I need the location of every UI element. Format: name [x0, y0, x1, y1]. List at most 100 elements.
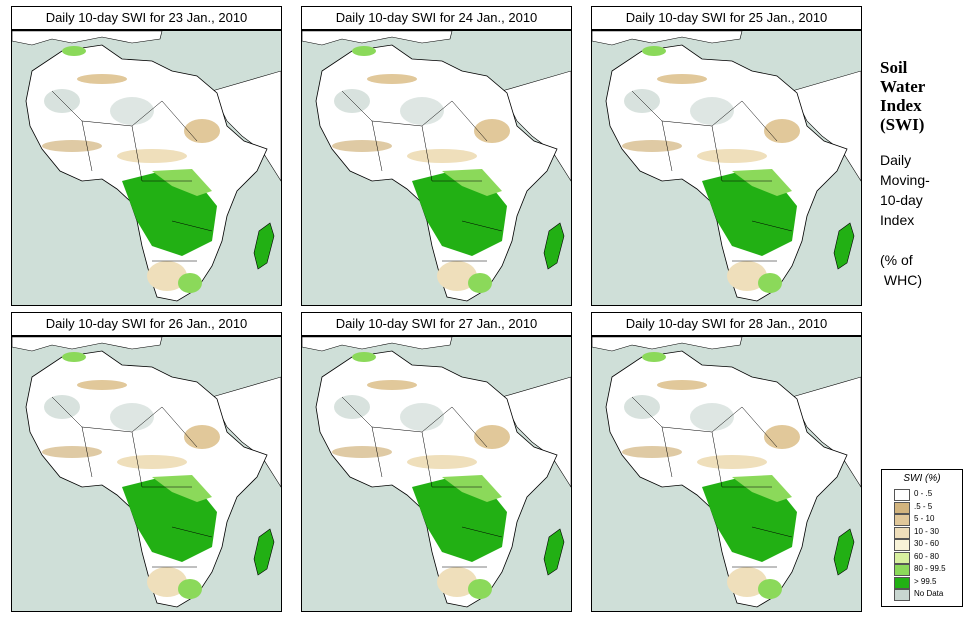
- legend-sub-line: 10-day: [880, 192, 923, 208]
- legend-swatch: [894, 501, 910, 514]
- southern-wet-patch: [178, 273, 202, 293]
- legend-item: No Data: [894, 588, 958, 601]
- sahel-dry-patch: [657, 380, 707, 390]
- legend-sub-line: Index: [880, 212, 915, 228]
- color-legend-title: SWI (%): [903, 473, 941, 484]
- central-moist-zone: [442, 169, 502, 196]
- legend-sub-line: Moving-: [880, 172, 930, 188]
- legend-label: 10 - 30: [914, 526, 939, 536]
- europe-coast: [592, 31, 743, 46]
- no-data-patch: [110, 403, 154, 431]
- sahel-dry-patch: [184, 425, 220, 449]
- kalahari-dry-patch: [727, 567, 767, 597]
- legend-label: 5 - 10: [914, 514, 935, 523]
- panel-title: Daily 10-day SWI for 25 Jan., 2010: [591, 6, 862, 30]
- sahel-dry-patch: [407, 149, 477, 163]
- country-borders: [631, 396, 793, 568]
- legend-sub-line: (% of: [880, 252, 913, 268]
- sahel-dry-patch: [332, 446, 392, 458]
- sahel-dry-patch: [764, 119, 800, 143]
- central-moist-zone: [442, 475, 502, 502]
- country-borders: [341, 90, 503, 262]
- sahel-dry-patch: [697, 149, 767, 163]
- legend-sub-line: [880, 230, 960, 250]
- legend-swatch: [894, 514, 910, 526]
- no-data-patch: [690, 97, 734, 125]
- legend-item: 80 - 99.5: [894, 563, 958, 576]
- panel-title: Daily 10-day SWI for 24 Jan., 2010: [301, 6, 572, 30]
- africa-map-svg: [592, 337, 861, 611]
- legend-item: 30 - 60: [894, 538, 958, 551]
- sahel-dry-patch: [332, 140, 392, 152]
- no-data-patch: [400, 97, 444, 125]
- africa-map-svg: [12, 31, 281, 305]
- legend-item: .5 - 5: [894, 501, 958, 514]
- panel-title: Daily 10-day SWI for 28 Jan., 2010: [591, 312, 862, 336]
- sahel-dry-patch: [764, 425, 800, 449]
- north-wet-patch: [62, 352, 86, 362]
- legend-label: 30 - 60: [914, 539, 939, 548]
- north-wet-patch: [62, 46, 86, 56]
- legend-swatch: [894, 526, 910, 539]
- no-data-patch: [690, 403, 734, 431]
- africa-map-svg: [592, 31, 861, 305]
- sahel-dry-patch: [77, 74, 127, 84]
- europe-coast: [12, 31, 163, 46]
- europe-coast: [12, 337, 163, 352]
- africa-map-svg: [12, 337, 281, 611]
- north-wet-patch: [352, 46, 376, 56]
- legend-label: 80 - 99.5: [914, 564, 946, 573]
- sahel-dry-patch: [117, 455, 187, 469]
- africa-map: [301, 30, 572, 306]
- legend-swatch: [894, 576, 910, 589]
- southern-wet-patch: [758, 273, 782, 293]
- legend-swatch: [894, 489, 910, 501]
- legend-swatch: [894, 589, 910, 601]
- legend-sub-line: Daily: [880, 152, 912, 168]
- north-wet-patch: [352, 352, 376, 362]
- sahel-dry-patch: [697, 455, 767, 469]
- legend-item: 60 - 80: [894, 551, 958, 564]
- europe-coast: [592, 337, 743, 352]
- country-borders: [341, 396, 503, 568]
- sahel-dry-patch: [184, 119, 220, 143]
- legend-title-line: Index: [880, 96, 922, 115]
- sahel-dry-patch: [407, 455, 477, 469]
- country-borders: [51, 90, 213, 262]
- sahel-dry-patch: [117, 149, 187, 163]
- legend-label: No Data: [914, 589, 944, 598]
- north-wet-patch: [642, 352, 666, 362]
- legend-item: 0 - .5: [894, 488, 958, 501]
- legend-title-line: Soil: [880, 58, 908, 77]
- legend-swatch: [894, 564, 910, 576]
- panel-title: Daily 10-day SWI for 27 Jan., 2010: [301, 312, 572, 336]
- legend-label: 0 - .5: [914, 489, 933, 498]
- africa-map: [591, 30, 862, 306]
- central-moist-zone: [732, 169, 792, 196]
- africa-map: [11, 30, 282, 306]
- sahel-dry-patch: [622, 446, 682, 458]
- southern-wet-patch: [468, 273, 492, 293]
- legend-sub-line: WHC): [880, 272, 922, 288]
- sahel-dry-patch: [42, 140, 102, 152]
- sahel-dry-patch: [367, 380, 417, 390]
- central-moist-zone: [152, 475, 212, 502]
- africa-map: [11, 336, 282, 612]
- legend-item: 5 - 10: [894, 513, 958, 526]
- no-data-patch: [400, 403, 444, 431]
- legend-label: .5 - 5: [914, 501, 933, 511]
- color-legend: SWI (%) 0 - .5 .5 - 5 5 - 10 10 - 30 30 - 60…: [881, 469, 963, 607]
- legend-item: 10 - 30: [894, 526, 958, 539]
- country-borders: [51, 396, 213, 568]
- legend-item: > 99.5: [894, 576, 958, 589]
- southern-wet-patch: [178, 579, 202, 599]
- africa-map-svg: [302, 337, 571, 611]
- sahel-dry-patch: [77, 380, 127, 390]
- country-borders: [631, 90, 793, 262]
- panel-title: Daily 10-day SWI for 26 Jan., 2010: [11, 312, 282, 336]
- legend-label: > 99.5: [914, 576, 937, 586]
- madagascar: [543, 528, 565, 576]
- legend-swatch: [894, 539, 910, 551]
- southern-wet-patch: [758, 579, 782, 599]
- central-moist-zone: [732, 475, 792, 502]
